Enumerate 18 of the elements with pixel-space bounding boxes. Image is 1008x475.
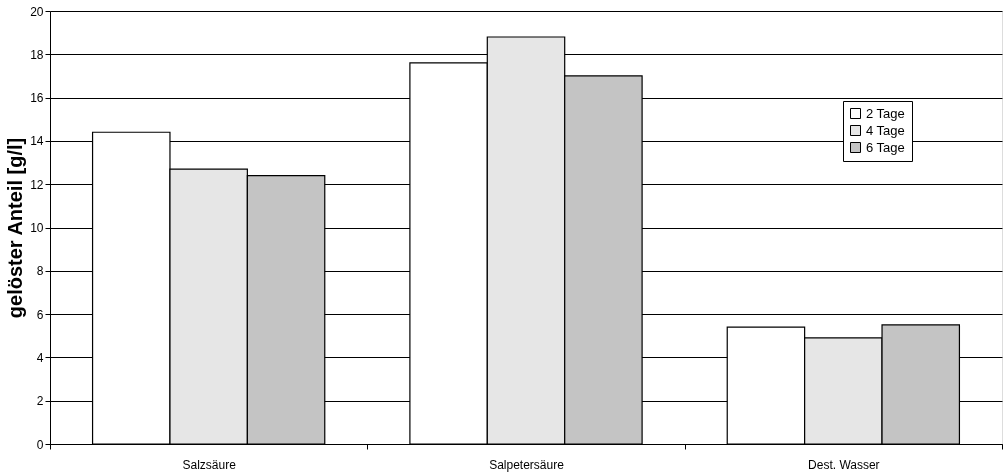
x-tick-label: Salzsäure: [182, 457, 237, 472]
y-tick-label: 4: [36, 350, 44, 365]
y-tick-label: 0: [36, 437, 44, 452]
y-tick-label: 12: [30, 177, 44, 192]
y-tick-label: 18: [30, 47, 44, 62]
y-tick-label: 16: [30, 91, 44, 106]
y-axis-title: gelöster Anteil [g/l]: [4, 137, 27, 319]
y-tick-label: 10: [30, 221, 44, 235]
legend-label: 6 Tage: [866, 139, 905, 155]
x-tick-label: Dest. Wasser: [808, 457, 880, 472]
legend-label: 2 Tage: [866, 105, 905, 121]
y-tick-label: 2: [36, 394, 44, 409]
y-tick-label: 6: [36, 307, 44, 322]
y-tick-label: 20: [30, 4, 44, 19]
x-tick-label: Salpetersäure: [489, 457, 565, 472]
legend-label: 4 Tage: [866, 122, 905, 138]
y-tick-label: 8: [36, 264, 44, 279]
y-tick-label: 14: [30, 134, 44, 149]
